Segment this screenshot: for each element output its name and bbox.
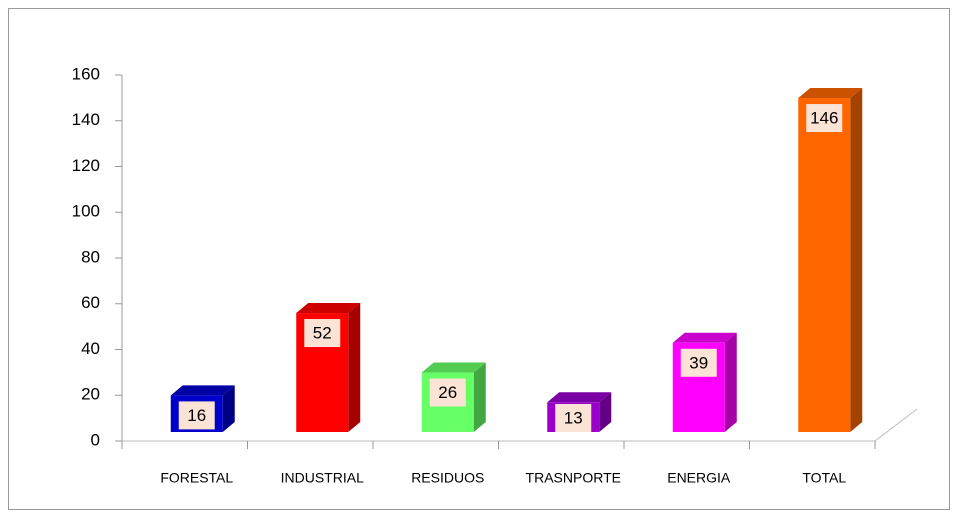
data-label: 26 xyxy=(438,383,457,402)
bar-top xyxy=(296,303,361,314)
data-label-box xyxy=(429,378,466,407)
data-label: 52 xyxy=(313,324,332,343)
bar-top xyxy=(421,362,486,373)
y-tick-label: 140 xyxy=(72,110,100,129)
data-label-box xyxy=(555,404,592,432)
bar-top xyxy=(672,332,737,343)
data-label-box xyxy=(680,348,717,377)
bar-front xyxy=(798,98,851,433)
data-label-box xyxy=(178,401,215,430)
data-label-box xyxy=(806,104,843,133)
data-label: 13 xyxy=(564,408,583,427)
y-tick-label: 120 xyxy=(72,156,100,175)
bar-top xyxy=(798,88,863,99)
y-tick-label: 20 xyxy=(81,385,100,404)
data-label-box xyxy=(304,319,341,348)
bar-side xyxy=(222,385,235,432)
y-tick-label: 160 xyxy=(72,64,100,83)
bar-top xyxy=(547,392,612,403)
data-label: 39 xyxy=(689,353,708,372)
data-label: 146 xyxy=(810,109,838,128)
y-tick-label: 60 xyxy=(81,293,100,312)
y-tick-label: 100 xyxy=(72,202,100,221)
x-tick-label: TOTAL xyxy=(802,470,846,486)
bar-side xyxy=(724,332,737,432)
x-tick-label: ENERGIA xyxy=(667,470,731,486)
y-tick-label: 40 xyxy=(81,339,100,358)
y-tick-label: 0 xyxy=(91,430,100,449)
bar-side xyxy=(348,303,361,432)
y-tick-label: 80 xyxy=(81,247,100,266)
x-tick-label: RESIDUOS xyxy=(411,470,484,486)
bar-side xyxy=(599,392,612,432)
bar-side xyxy=(850,88,863,433)
data-label: 16 xyxy=(187,406,206,425)
bar-top xyxy=(170,385,235,396)
x-tick-label: FORESTAL xyxy=(160,470,233,486)
bar xyxy=(798,88,863,433)
bar-side xyxy=(473,362,486,432)
bar xyxy=(672,332,737,432)
x-tick-label: INDUSTRIAL xyxy=(281,470,364,486)
x-tick-label: TRASNPORTE xyxy=(526,470,621,486)
